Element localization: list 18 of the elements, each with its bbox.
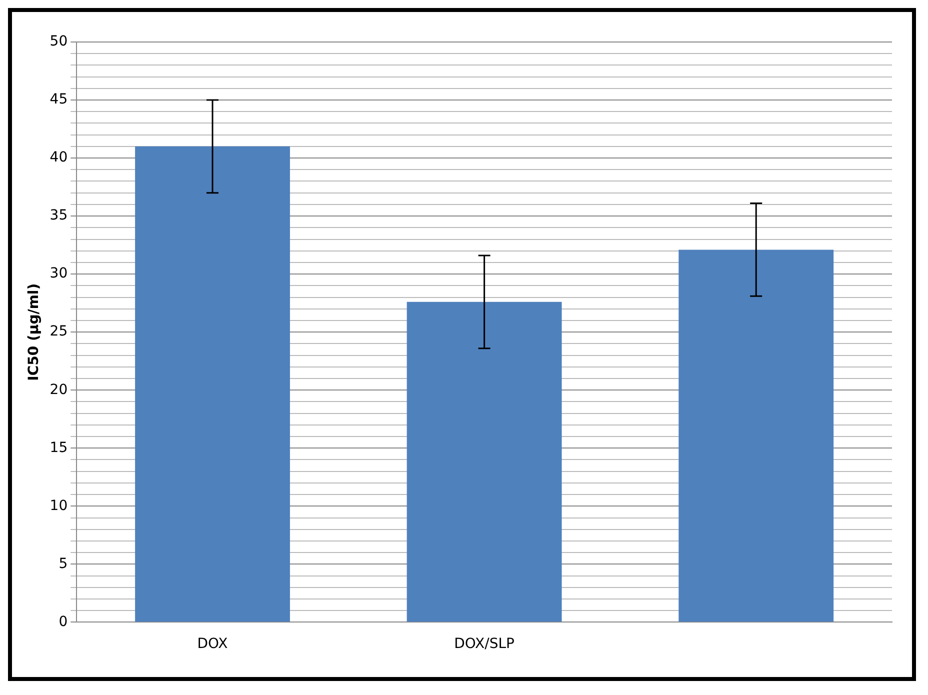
y-axis-title: IC50 (µg/ml) (26, 283, 42, 381)
y-tick-label: 20 (50, 382, 68, 398)
y-tick-label: 40 (50, 150, 68, 166)
y-tick-label: 15 (50, 440, 68, 456)
y-tick-label: 25 (50, 324, 68, 340)
x-tick-label: DOX/SLP (454, 636, 514, 652)
y-tick-label: 50 (50, 34, 68, 50)
bar (678, 250, 834, 622)
frame: IC50 (µg/ml) DOX DOX/SLP 0 5 10 15 20 25 30 35 40 45 50 (8, 8, 916, 681)
y-tick-label: 45 (50, 92, 68, 108)
bar (406, 302, 562, 622)
x-tick-label: DOX (197, 636, 228, 652)
y-tick-label: 35 (50, 208, 68, 224)
y-tick-label: 10 (50, 498, 68, 514)
y-tick-label: 30 (50, 266, 68, 282)
y-tick-label: 0 (58, 614, 68, 630)
y-tick-label: 5 (58, 556, 68, 572)
bar (135, 146, 290, 622)
